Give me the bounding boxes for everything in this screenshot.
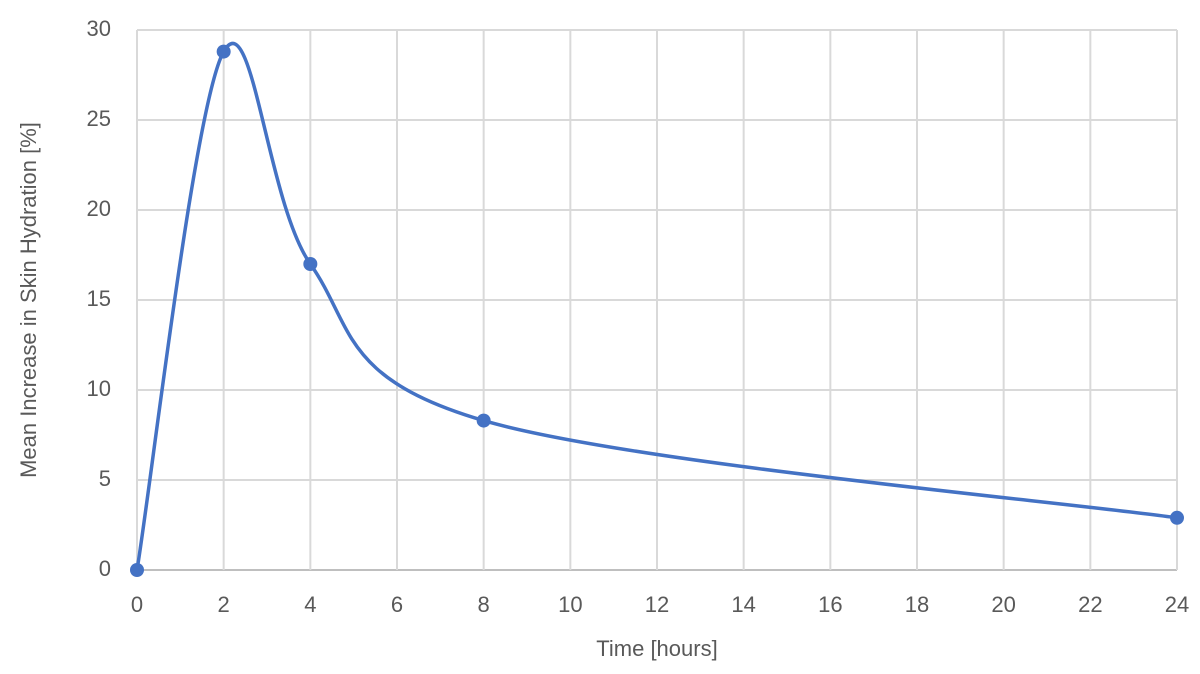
x-tick-label: 16 <box>818 592 842 617</box>
point <box>303 257 318 271</box>
x-tick-label: 18 <box>905 592 929 617</box>
x-tick-label: 14 <box>731 592 755 617</box>
x-tick-label: 0 <box>131 592 143 617</box>
x-axis-label: Time [hours] <box>596 636 717 661</box>
x-tick-label: 6 <box>391 592 403 617</box>
y-tick-label: 30 <box>87 16 111 41</box>
point <box>1170 510 1184 525</box>
y-tick-label: 0 <box>99 556 111 581</box>
x-tick-label: 12 <box>645 592 669 617</box>
x-tick-label: 20 <box>991 592 1015 617</box>
x-tick-label: 8 <box>478 592 490 617</box>
y-tick-label: 10 <box>87 376 111 401</box>
point <box>216 44 231 59</box>
point <box>476 413 491 428</box>
point <box>130 563 144 577</box>
x-tick-label: 10 <box>558 592 582 617</box>
x-tick-label: 24 <box>1165 592 1189 617</box>
x-tick-label: 4 <box>304 592 316 617</box>
y-tick-label: 20 <box>87 196 111 221</box>
x-tick-label: 2 <box>218 592 230 617</box>
y-tick-label: 5 <box>99 466 111 491</box>
y-axis-label: Mean Increase in Skin Hydration [%] <box>16 122 41 478</box>
x-tick-label: 22 <box>1078 592 1102 617</box>
y-tick-label: 25 <box>87 106 111 131</box>
y-tick-label: 15 <box>87 286 111 311</box>
